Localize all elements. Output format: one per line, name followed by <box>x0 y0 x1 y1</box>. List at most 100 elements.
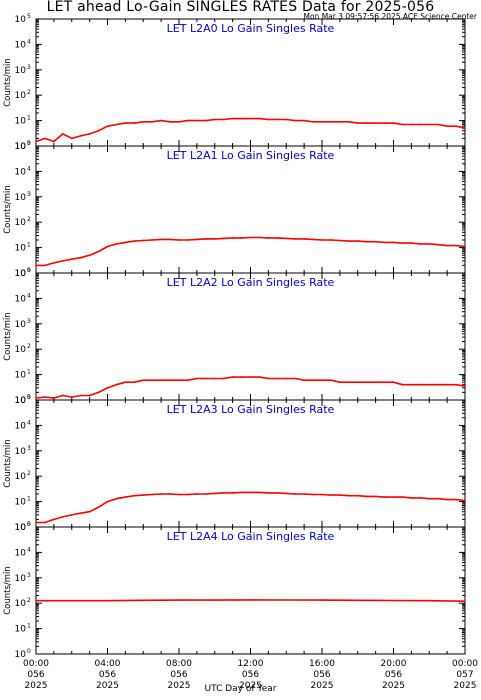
data-point <box>178 599 180 602</box>
data-point <box>383 241 386 244</box>
x-tick-label: 056 <box>385 670 402 680</box>
data-point <box>464 385 466 388</box>
data-point <box>142 239 145 242</box>
panel-label: LET L2A3 Lo Gain Singles Rate <box>167 403 335 416</box>
data-point <box>410 383 413 386</box>
data-point <box>79 394 82 397</box>
y-tick-exponent: 5 <box>27 140 31 147</box>
y-tick-label: 10 <box>15 117 27 127</box>
x-tick-label: 057 <box>456 670 473 680</box>
x-tick-label: 2025 <box>382 681 405 691</box>
data-point <box>258 236 261 239</box>
data-point <box>267 237 270 239</box>
data-point <box>347 381 350 384</box>
data-point <box>330 239 332 241</box>
data-point <box>160 493 163 495</box>
x-tick-label: 2025 <box>168 681 191 691</box>
y-tick-exponent: 0 <box>27 267 31 274</box>
panel-label: LET L2A1 Lo Gain Singles Rate <box>167 149 335 162</box>
data-point <box>276 377 279 380</box>
data-point <box>276 237 279 239</box>
y-tick-label: 10 <box>15 345 27 355</box>
data-point <box>79 512 82 515</box>
data-point <box>356 240 359 243</box>
y-axis-label: Counts/min <box>3 58 13 107</box>
data-point <box>347 120 350 123</box>
y-tick-label: 10 <box>15 294 27 304</box>
data-point <box>151 120 154 123</box>
data-point <box>285 599 288 601</box>
data-point <box>106 125 109 128</box>
data-point <box>231 492 234 494</box>
data-point <box>285 492 288 495</box>
data-point <box>374 381 377 384</box>
y-tick-exponent: 2 <box>27 343 31 350</box>
data-point <box>187 119 189 122</box>
data-point <box>455 383 457 386</box>
data-point <box>52 397 55 399</box>
y-tick-exponent: 1 <box>27 242 31 249</box>
x-axis-label: UTC Day of Year <box>204 684 277 694</box>
data-point <box>231 117 234 120</box>
data-point <box>178 239 180 241</box>
panel-label: LET L2A4 Lo Gain Singles Rate <box>167 530 335 543</box>
data-point <box>213 377 216 380</box>
y-tick-exponent: 3 <box>27 572 31 579</box>
data-point <box>356 599 359 602</box>
y-tick-label: 10 <box>15 167 27 177</box>
data-point <box>294 493 297 495</box>
data-point <box>44 396 46 399</box>
data-point <box>267 377 270 380</box>
panel-frame <box>35 399 466 528</box>
data-point <box>231 237 234 239</box>
y-tick-exponent: 4 <box>27 546 31 553</box>
data-point <box>437 123 440 126</box>
y-tick-exponent: 1 <box>27 115 31 122</box>
x-tick-label: 056 <box>99 670 116 680</box>
data-point <box>321 379 323 382</box>
x-tick-label: 20:00 <box>381 659 407 669</box>
y-tick-label: 10 <box>15 625 27 635</box>
data-point <box>151 493 154 496</box>
data-point <box>35 140 37 143</box>
y-tick-label: 10 <box>15 548 27 558</box>
data-point <box>392 381 395 384</box>
panel-frame <box>35 526 466 655</box>
data-point <box>178 120 180 123</box>
data-point <box>106 245 109 248</box>
timestamp: Mon Mar 3 09:57:56 2025 ACE Science Cent… <box>303 12 478 21</box>
y-tick-exponent: 3 <box>27 318 31 325</box>
data-point <box>240 376 243 378</box>
data-point <box>97 129 100 132</box>
y-tick-label: 10 <box>15 447 27 457</box>
data-point <box>44 137 46 140</box>
data-point <box>464 600 466 603</box>
data-point <box>374 122 377 124</box>
data-point <box>195 493 198 495</box>
data-point <box>437 497 440 500</box>
data-point <box>446 244 449 247</box>
data-point <box>330 379 332 382</box>
y-tick-exponent: 0 <box>27 648 31 655</box>
data-point <box>115 383 118 386</box>
data-point <box>52 261 55 264</box>
data-point <box>455 125 457 128</box>
data-point <box>249 376 252 378</box>
y-tick-label: 10 <box>15 91 27 101</box>
y-tick-exponent: 4 <box>27 419 31 426</box>
y-tick-exponent: 5 <box>27 13 31 20</box>
y-tick-label: 10 <box>15 396 27 406</box>
x-tick-label: 00:00 <box>23 659 49 669</box>
y-tick-label: 10 <box>15 421 27 431</box>
panel-frame <box>35 18 466 147</box>
data-point <box>88 132 91 135</box>
y-axis-label: Counts/min <box>3 566 13 615</box>
data-point <box>338 120 341 123</box>
y-tick-exponent: 5 <box>27 267 31 274</box>
data-point <box>428 123 431 126</box>
data-point <box>446 383 449 386</box>
data-line <box>35 117 466 143</box>
data-point <box>365 495 368 498</box>
data-point <box>97 391 100 394</box>
data-point <box>169 493 171 495</box>
